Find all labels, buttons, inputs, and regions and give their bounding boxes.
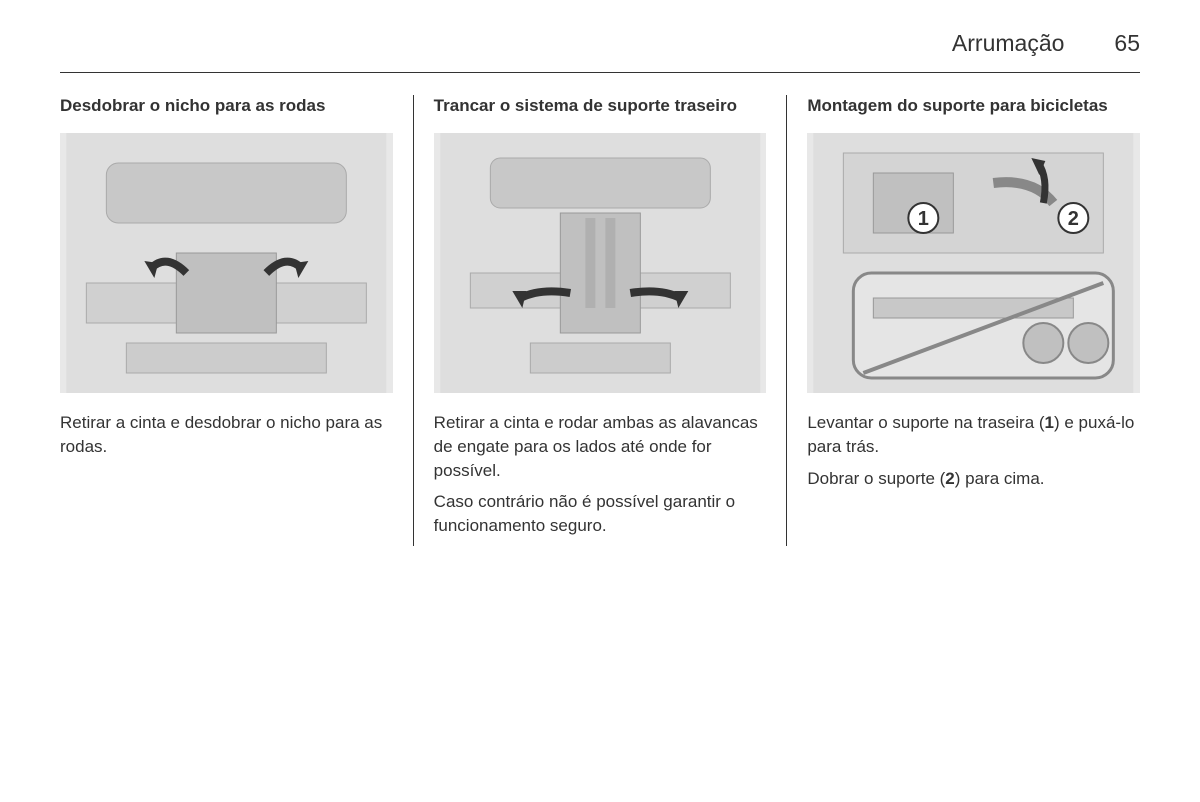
body-paragraph: Levantar o suporte na traseira (1) e pux… <box>807 411 1140 459</box>
column-2: Trancar o sistema de suporte traseiro <box>414 95 788 546</box>
callout-ref: 2 <box>945 469 954 488</box>
column-1: Desdobrar o nicho para as rodas Retirar … <box>60 95 414 546</box>
section-heading: Montagem do suporte para bicicletas <box>807 95 1140 117</box>
body-paragraph: Retirar a cinta e desdobrar o nicho para… <box>60 411 393 459</box>
section-heading: Trancar o sistema de suporte traseiro <box>434 95 767 117</box>
page-header: Arrumação 65 <box>60 30 1140 73</box>
chapter-title: Arrumação <box>952 30 1064 57</box>
figure-bike-carrier-assembly: 1 2 <box>807 133 1140 393</box>
body-paragraph: Caso contrário não é possível garantir o… <box>434 490 767 538</box>
svg-text:1: 1 <box>918 208 929 230</box>
column-3: Montagem do suporte para bicicletas 1 2 <box>787 95 1140 546</box>
manual-page: Arrumação 65 Desdobrar o nicho para as r… <box>0 0 1200 802</box>
callout-ref: 1 <box>1045 413 1054 432</box>
figure-unfold-wheel-recess <box>60 133 393 393</box>
page-number: 65 <box>1114 30 1140 57</box>
figure-lock-rear-system <box>434 133 767 393</box>
content-columns: Desdobrar o nicho para as rodas Retirar … <box>60 95 1140 546</box>
svg-text:2: 2 <box>1068 208 1079 230</box>
section-heading: Desdobrar o nicho para as rodas <box>60 95 393 117</box>
body-paragraph: Dobrar o suporte (2) para cima. <box>807 467 1140 491</box>
body-paragraph: Retirar a cinta e rodar ambas as alavanc… <box>434 411 767 482</box>
